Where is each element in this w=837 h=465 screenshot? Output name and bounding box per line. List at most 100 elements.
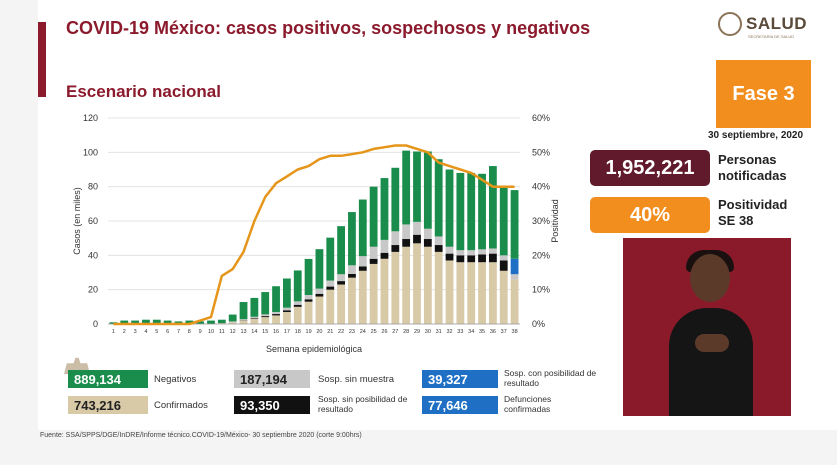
bar-segment bbox=[304, 299, 313, 302]
x-tick-label: 21 bbox=[327, 329, 333, 335]
legend-con-posibilidad-label: Sosp. con posibilidad de resultado bbox=[504, 368, 597, 388]
bar-segment bbox=[250, 297, 259, 317]
bar-segment bbox=[337, 281, 346, 285]
bar-segment bbox=[488, 253, 497, 263]
bar-segment bbox=[358, 266, 367, 271]
y-tick-label: 20 bbox=[88, 285, 98, 295]
bar-segment bbox=[456, 250, 465, 256]
bar-segment bbox=[304, 301, 313, 324]
bar-segment bbox=[467, 262, 476, 324]
bar-segment bbox=[434, 245, 443, 252]
y2-tick-label: 40% bbox=[532, 182, 550, 192]
bar-segment bbox=[239, 320, 248, 324]
x-tick-label: 20 bbox=[316, 329, 322, 335]
x-tick-label: 15 bbox=[262, 329, 268, 335]
bar-segment bbox=[326, 280, 335, 287]
bar-segment bbox=[131, 320, 140, 324]
x-tick-label: 11 bbox=[219, 329, 225, 335]
bar-segment bbox=[239, 302, 248, 320]
x-tick-label: 14 bbox=[251, 329, 257, 335]
x-tick-label: 10 bbox=[208, 329, 214, 335]
personas-notificadas-label: Personas notificadas bbox=[718, 152, 787, 183]
legend-sin-posibilidad-label: Sosp. sin posibilidad de resultado bbox=[318, 394, 408, 414]
legend-confirmados-label: Confirmados bbox=[154, 400, 208, 411]
bar-segment bbox=[293, 306, 302, 324]
bar-segment bbox=[445, 253, 454, 261]
y-tick-label: 0 bbox=[93, 319, 98, 329]
x-tick-label: 38 bbox=[512, 329, 518, 335]
bar-segment bbox=[142, 319, 150, 324]
bar-segment bbox=[391, 231, 400, 246]
report-date: 30 septiembre, 2020 bbox=[708, 130, 804, 141]
y-tick-label: 100 bbox=[83, 147, 98, 157]
x-tick-label: 19 bbox=[306, 329, 312, 335]
bar-segment bbox=[488, 166, 497, 249]
bar-segment bbox=[423, 239, 432, 247]
x-tick-label: 4 bbox=[144, 329, 147, 335]
bar-segment bbox=[282, 311, 291, 324]
bar-segment bbox=[337, 274, 346, 282]
bar-segment bbox=[239, 319, 248, 321]
x-tick-label: 8 bbox=[188, 329, 191, 335]
fase-badge: Fase 3 bbox=[716, 60, 811, 128]
bar-segment bbox=[261, 314, 270, 317]
bar-segment bbox=[337, 226, 346, 275]
logo-text: SALUD bbox=[746, 14, 808, 33]
bar-segment bbox=[380, 258, 389, 324]
y-tick-label: 40 bbox=[88, 250, 98, 260]
x-tick-label: 37 bbox=[501, 329, 507, 335]
x-tick-label: 23 bbox=[349, 329, 355, 335]
bar-segment bbox=[467, 172, 476, 251]
x-tick-label: 34 bbox=[468, 329, 474, 335]
bar-segment bbox=[326, 237, 335, 281]
x-tick-label: 13 bbox=[240, 329, 246, 335]
legend-negativos-value: 889,134 bbox=[68, 370, 148, 388]
logo-subtext: SECRETARÍA DE SALUD bbox=[748, 34, 795, 39]
legend-sin-posibilidad-value: 93,350 bbox=[234, 396, 310, 414]
bar-segment bbox=[510, 274, 519, 280]
bar-segment bbox=[272, 311, 280, 315]
interpreter-hands bbox=[695, 334, 729, 352]
bar-segment bbox=[348, 273, 356, 278]
bar-segment bbox=[282, 278, 291, 308]
x-tick-label: 35 bbox=[479, 329, 485, 335]
bar-segment bbox=[261, 292, 270, 315]
bar-segment bbox=[315, 249, 324, 289]
seal-icon bbox=[718, 12, 742, 36]
bar-segment bbox=[402, 224, 411, 240]
x-tick-label: 28 bbox=[403, 329, 409, 335]
y2-axis-title: Positividad bbox=[550, 199, 560, 243]
x-tick-label: 16 bbox=[273, 329, 279, 335]
x-tick-label: 7 bbox=[177, 329, 180, 335]
x-tick-label: 18 bbox=[295, 329, 301, 335]
x-tick-label: 29 bbox=[414, 329, 420, 335]
bar-segment bbox=[402, 246, 411, 324]
y-tick-label: 120 bbox=[83, 113, 98, 123]
y2-tick-label: 20% bbox=[532, 250, 550, 260]
bar-segment bbox=[369, 263, 378, 324]
legend-negativos-label: Negativos bbox=[154, 374, 197, 385]
bar-segment bbox=[445, 169, 454, 247]
y2-tick-label: 50% bbox=[532, 147, 550, 157]
x-tick-label: 24 bbox=[360, 329, 366, 335]
x-tick-label: 12 bbox=[230, 329, 236, 335]
bar-segment bbox=[478, 249, 486, 255]
y2-tick-label: 60% bbox=[532, 113, 550, 123]
bar-segment bbox=[315, 296, 324, 324]
bar-segment bbox=[293, 301, 302, 305]
bar-segment bbox=[423, 151, 432, 229]
bar-segment bbox=[488, 262, 497, 324]
x-tick-label: 9 bbox=[199, 329, 202, 335]
x-tick-label: 22 bbox=[338, 329, 344, 335]
y-tick-label: 60 bbox=[88, 216, 98, 226]
x-tick-label: 31 bbox=[436, 329, 442, 335]
title-accent-bar bbox=[38, 22, 46, 97]
bar-segment bbox=[304, 294, 313, 300]
bar-segment bbox=[467, 255, 476, 263]
bar-segment bbox=[120, 320, 129, 324]
bar-segment bbox=[293, 270, 302, 302]
x-tick-label: 5 bbox=[155, 329, 158, 335]
bar-segment bbox=[228, 321, 237, 323]
x-tick-label: 2 bbox=[123, 329, 126, 335]
bar-segment bbox=[499, 260, 508, 271]
